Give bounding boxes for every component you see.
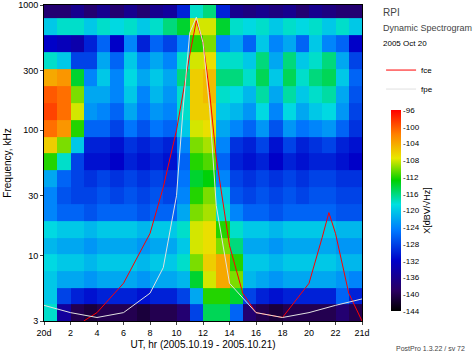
svg-text:14: 14 bbox=[224, 328, 234, 338]
svg-text:3: 3 bbox=[33, 316, 38, 326]
svg-text:-132: -132 bbox=[403, 257, 420, 266]
svg-text:20d: 20d bbox=[36, 328, 51, 338]
svg-text:X[dBV/√Hz]: X[dBV/√Hz] bbox=[422, 187, 432, 233]
svg-text:30: 30 bbox=[28, 191, 38, 201]
svg-text:RPI: RPI bbox=[383, 7, 400, 18]
svg-text:-144: -144 bbox=[403, 307, 420, 316]
svg-text:1000: 1000 bbox=[18, 0, 38, 10]
svg-text:-136: -136 bbox=[403, 273, 420, 282]
svg-text:18: 18 bbox=[277, 328, 287, 338]
svg-text:12: 12 bbox=[198, 328, 208, 338]
svg-text:-124: -124 bbox=[403, 223, 420, 232]
svg-text:-104: -104 bbox=[403, 139, 420, 148]
svg-text:16: 16 bbox=[251, 328, 261, 338]
svg-text:2: 2 bbox=[68, 328, 73, 338]
svg-text:-120: -120 bbox=[403, 206, 420, 215]
svg-text:20: 20 bbox=[304, 328, 314, 338]
svg-text:10: 10 bbox=[171, 328, 181, 338]
svg-text:22: 22 bbox=[330, 328, 340, 338]
svg-text:8: 8 bbox=[147, 328, 152, 338]
svg-text:300: 300 bbox=[23, 66, 38, 76]
svg-text:-116: -116 bbox=[403, 190, 419, 199]
svg-text:2005 Oct 20: 2005 Oct 20 bbox=[383, 39, 427, 48]
svg-text:-108: -108 bbox=[403, 156, 420, 165]
svg-text:PostPro 1.3.22 / sv 72: PostPro 1.3.22 / sv 72 bbox=[396, 345, 465, 352]
svg-text:6: 6 bbox=[121, 328, 126, 338]
svg-text:21d: 21d bbox=[354, 328, 369, 338]
svg-text:10: 10 bbox=[28, 251, 38, 261]
svg-text:Frequency, kHz: Frequency, kHz bbox=[2, 128, 13, 197]
svg-text:-112: -112 bbox=[403, 173, 419, 182]
svg-text:4: 4 bbox=[94, 328, 99, 338]
svg-text:100: 100 bbox=[23, 125, 38, 135]
svg-text:-100: -100 bbox=[403, 123, 420, 132]
svg-text:-128: -128 bbox=[403, 240, 420, 249]
svg-text:Dynamic Spectrogram: Dynamic Spectrogram bbox=[383, 23, 472, 33]
svg-text:UT, hr (2005.10.19 - 2005.10.2: UT, hr (2005.10.19 - 2005.10.21) bbox=[130, 339, 275, 350]
svg-text:-96: -96 bbox=[403, 106, 415, 115]
svg-text:fpe: fpe bbox=[421, 85, 433, 94]
svg-text:fce: fce bbox=[421, 66, 432, 75]
svg-text:-140: -140 bbox=[403, 290, 420, 299]
